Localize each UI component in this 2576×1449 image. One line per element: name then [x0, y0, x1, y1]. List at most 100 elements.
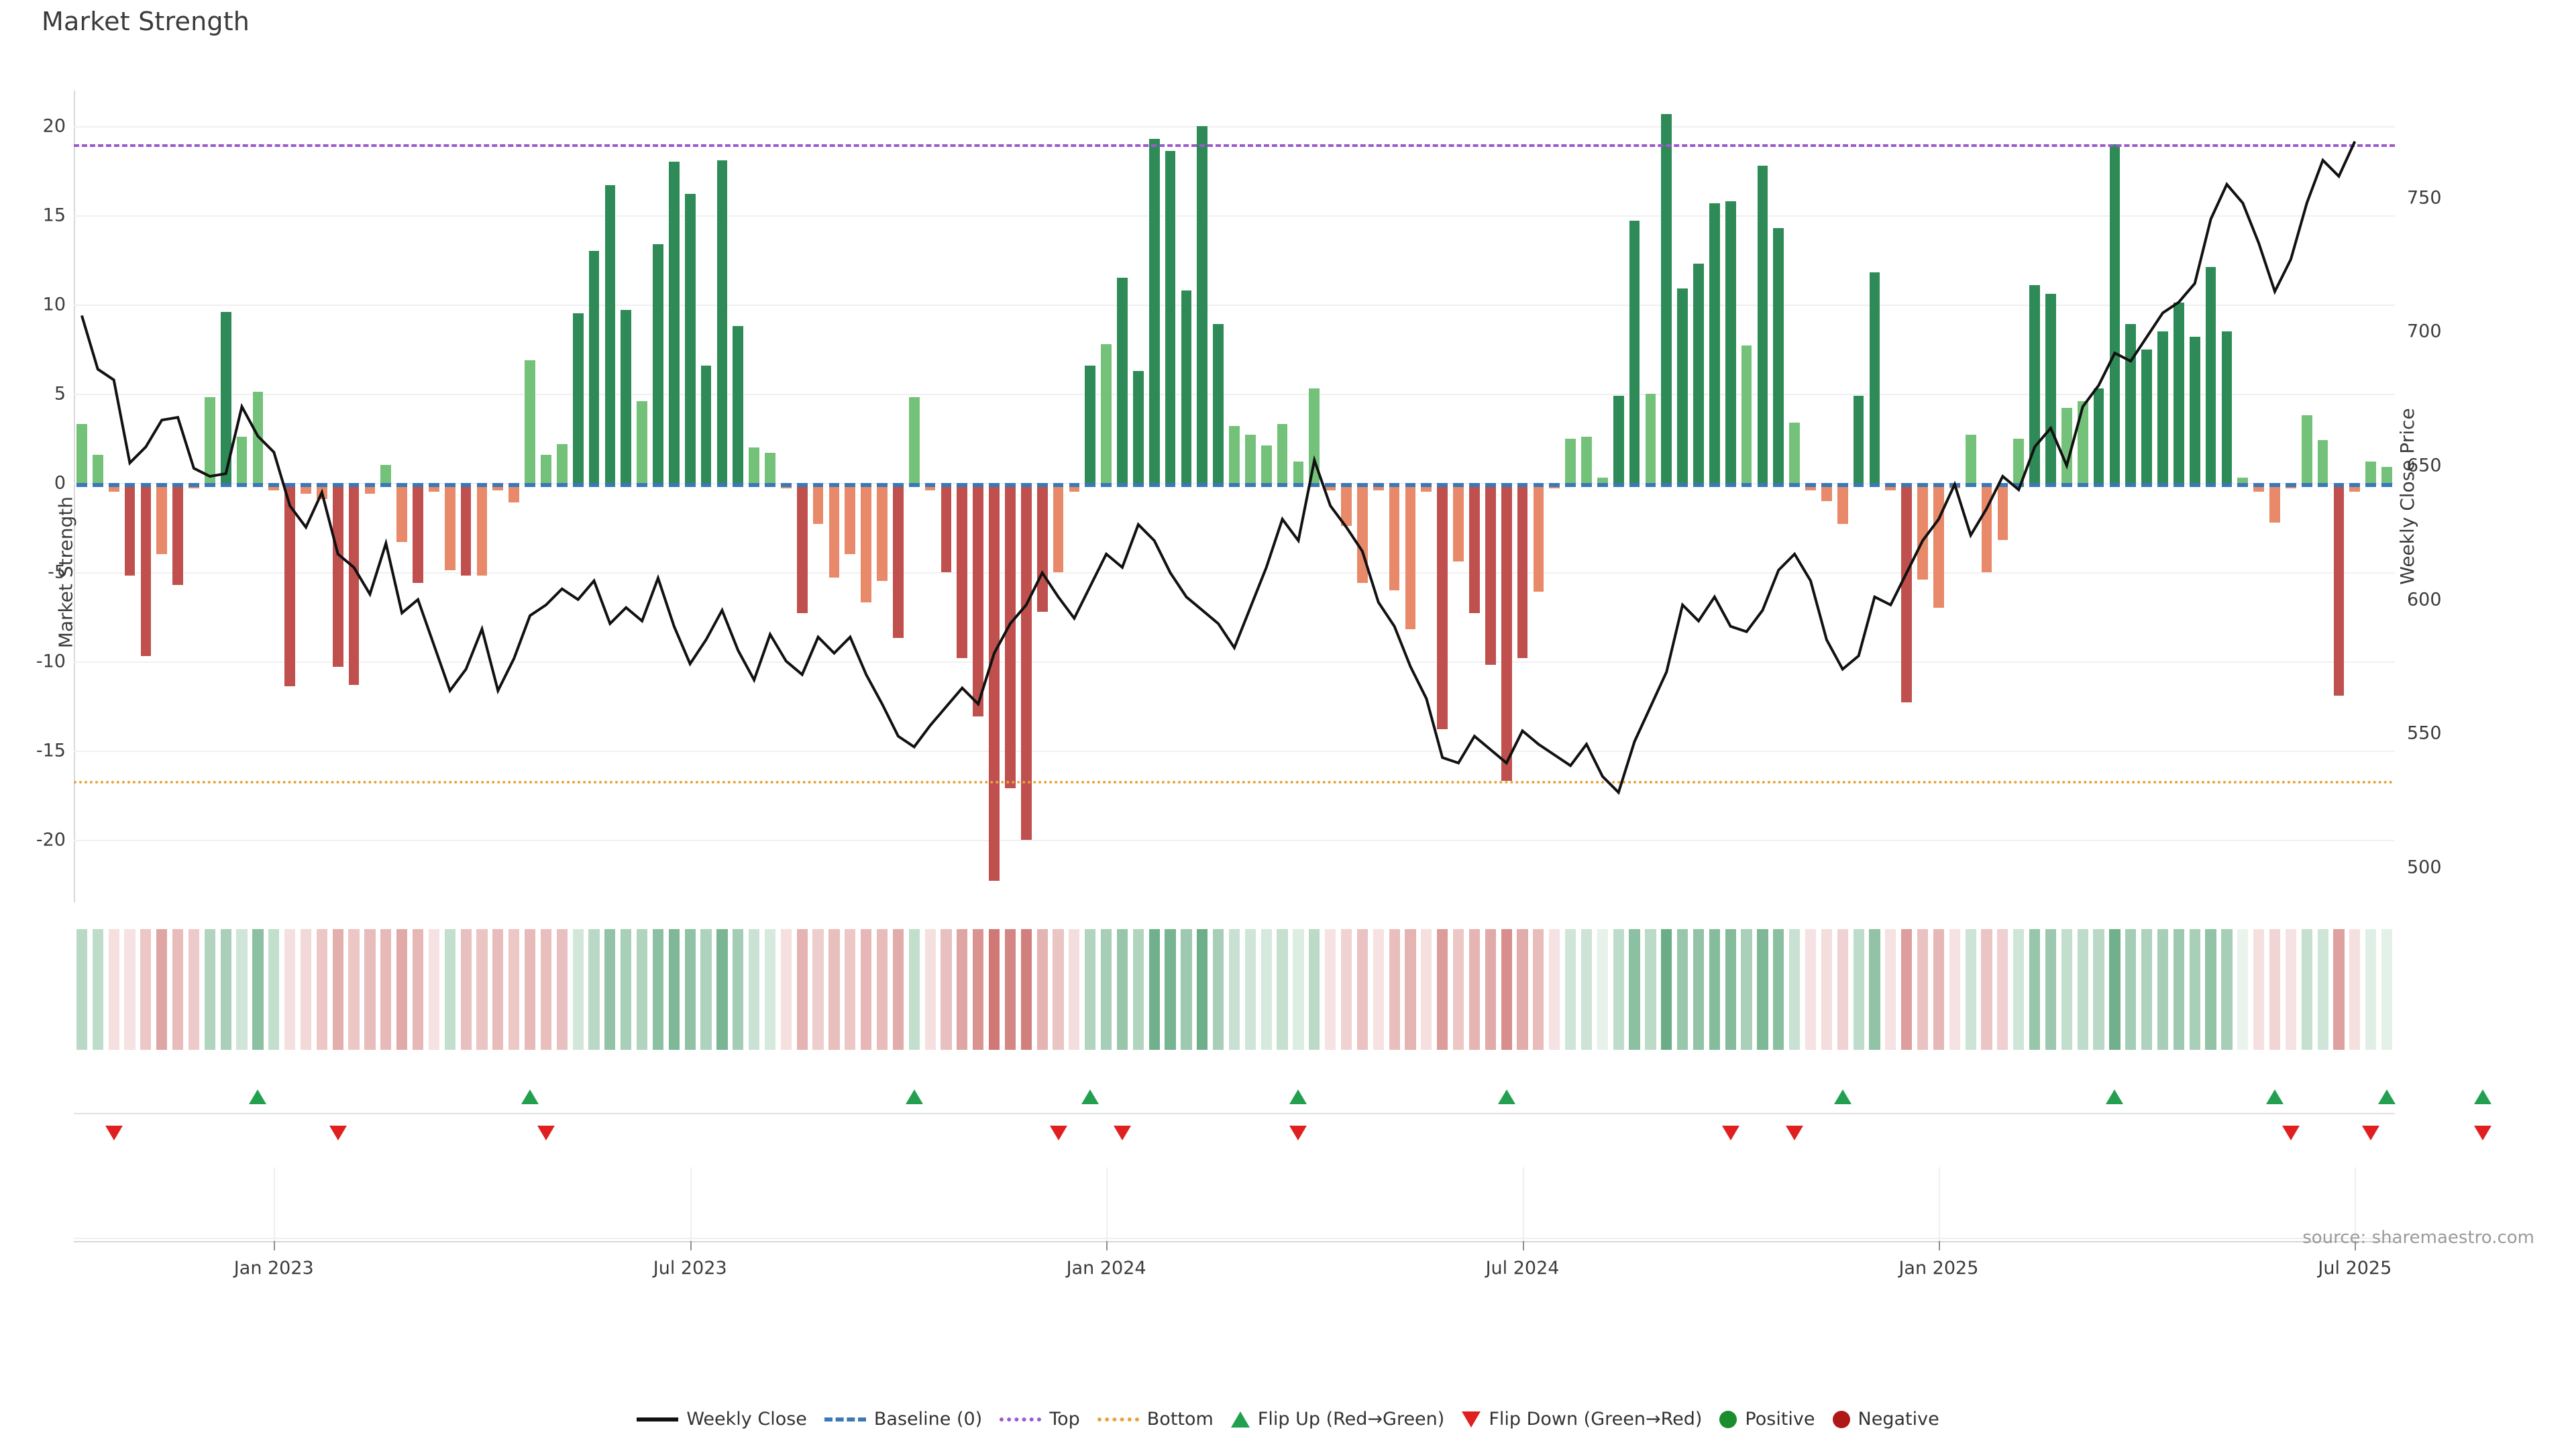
baseline-segment [1597, 483, 1608, 488]
strength-bar [1117, 278, 1128, 484]
strength-bar [1789, 422, 1801, 484]
baseline-segment [749, 483, 759, 488]
x-axis-tick-label: Jul 2024 [1485, 1258, 1560, 1279]
strength-bar [1148, 138, 1160, 484]
legend-item-bottom[interactable]: Bottom [1097, 1409, 1214, 1430]
heatmap-cell [1501, 929, 1512, 1050]
heatmap-cell [556, 929, 568, 1050]
heatmap-cell [2109, 929, 2121, 1050]
strength-bar [1565, 438, 1576, 484]
strength-bar [1277, 424, 1288, 484]
strength-bar [796, 483, 808, 614]
legend-item-flip-up[interactable]: Flip Up (Red→Green) [1230, 1409, 1444, 1430]
baseline-segment [413, 483, 423, 488]
baseline-segment [1981, 483, 1992, 488]
baseline-segment [796, 483, 808, 488]
heatmap-cell [2285, 929, 2296, 1050]
heatmap-cell [332, 929, 343, 1050]
heatmap-cell [284, 929, 296, 1050]
flip-up-marker [2474, 1089, 2492, 1104]
heatmap-cell [957, 929, 968, 1050]
heatmap-cell [2029, 929, 2041, 1050]
baseline-segment [1165, 483, 1176, 488]
top-swatch-icon [1000, 1417, 1042, 1421]
baseline-segment [2253, 483, 2265, 488]
strength-bar [1437, 483, 1448, 730]
heatmap-cell [1356, 929, 1368, 1050]
strength-bar [1533, 483, 1544, 592]
strength-bar [236, 436, 248, 484]
baseline-segment [2269, 483, 2280, 488]
baseline-segment [2093, 483, 2104, 488]
strength-bar [2029, 284, 2040, 484]
heatmap-cell [2061, 929, 2072, 1050]
baseline-segment [364, 483, 376, 488]
heatmap-cell [2237, 929, 2249, 1050]
left-axis-tick-label: 10 [42, 294, 66, 315]
heatmap-cell [396, 929, 408, 1050]
legend-item-negative[interactable]: Negative [1832, 1409, 1939, 1430]
strength-bar [1901, 483, 1913, 703]
heatmap-cell [749, 929, 760, 1050]
baseline-segment [525, 483, 535, 488]
source-rule [74, 1238, 2395, 1239]
heatmap-cell [988, 929, 1000, 1050]
strength-bar [1101, 343, 1112, 484]
strength-bar [413, 483, 423, 583]
strength-bar [1965, 435, 1976, 484]
x-gridline [1106, 1167, 1108, 1241]
right-axis-tick-label: 750 [2407, 187, 2442, 209]
x-tick [690, 1241, 692, 1250]
baseline-segment [989, 483, 1000, 488]
baseline-segment [460, 483, 472, 488]
right-axis-tick-label: 550 [2407, 722, 2442, 744]
x-tick [1522, 1241, 1524, 1250]
strength-bar [1085, 365, 1096, 484]
heatmap-cell [1260, 929, 1272, 1050]
strength-bar [749, 447, 759, 484]
heatmap-cell [1421, 929, 1432, 1050]
strength-bar [700, 365, 712, 484]
heatmap-cell [1965, 929, 1976, 1050]
heatmap-cell [2077, 929, 2088, 1050]
legend-item-top[interactable]: Top [1000, 1409, 1080, 1430]
heatmap-cell [1373, 929, 1384, 1050]
heatmap-cell [1580, 929, 1593, 1050]
heatmap-cell [1741, 929, 1752, 1050]
heatmap-cell [1789, 929, 1801, 1050]
heatmap-cell [572, 929, 584, 1050]
x-axis-tick-label: Jan 2025 [1898, 1258, 1979, 1279]
heatmap-cell [1389, 929, 1400, 1050]
legend-item-baseline[interactable]: Baseline (0) [824, 1409, 982, 1430]
flip-down-marker [1049, 1126, 1067, 1140]
legend-item-weekly-close[interactable]: Weekly Close [637, 1409, 807, 1430]
baseline-segment [1773, 483, 1784, 488]
strength-bar [156, 483, 168, 555]
baseline-segment [2045, 483, 2056, 488]
baseline-segment [1036, 483, 1048, 488]
strength-bar [588, 251, 600, 484]
page-title: Market Strength [42, 7, 250, 36]
heatmap-cell [716, 929, 728, 1050]
strength-bar [653, 244, 663, 484]
strength-bar [508, 483, 520, 503]
flip-down-marker [2362, 1126, 2380, 1140]
baseline-segment [973, 483, 984, 488]
flip-down-marker [2282, 1126, 2300, 1140]
bottom-swatch-icon [1097, 1417, 1139, 1421]
heatmap-cell [2125, 929, 2137, 1050]
baseline-segment [1005, 483, 1016, 488]
heatmap-cell [780, 929, 792, 1050]
heatmap-cell [652, 929, 664, 1050]
heatmap-cell [845, 929, 856, 1050]
baseline-segment [220, 483, 231, 488]
legend-item-flip-down[interactable]: Flip Down (Green→Red) [1462, 1409, 1702, 1430]
flip-row-divider [74, 1113, 2395, 1114]
strength-bar [1469, 483, 1480, 614]
legend-item-positive[interactable]: Positive [1719, 1409, 1815, 1430]
baseline-segment [2061, 483, 2072, 488]
strength-bar [220, 311, 231, 484]
strength-bar [812, 483, 824, 525]
heatmap-cell [1116, 929, 1128, 1050]
strength-bar [684, 194, 696, 484]
